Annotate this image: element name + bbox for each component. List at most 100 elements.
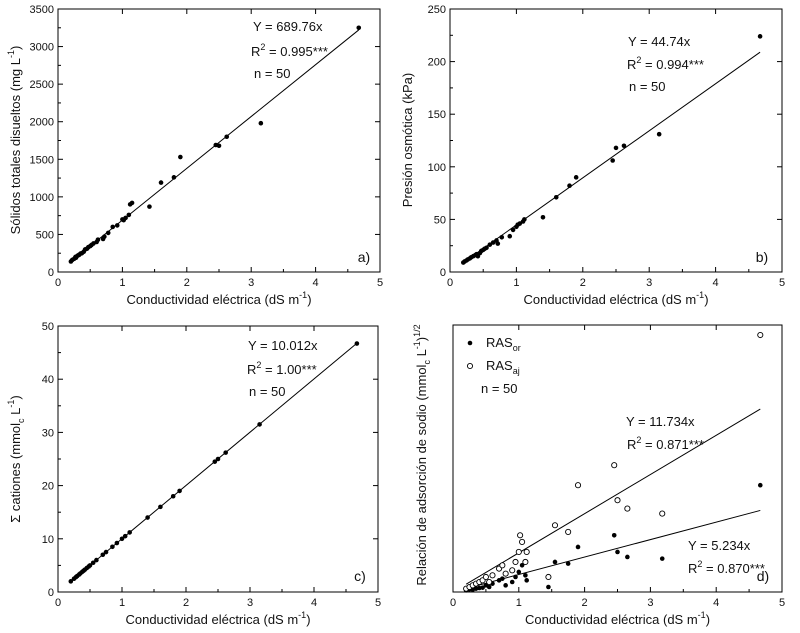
x-tick-label: 2 bbox=[183, 597, 189, 609]
r-squared: R2 = 0.870*** bbox=[688, 559, 765, 576]
data-point bbox=[757, 34, 763, 39]
x-axis-title: Conductividad eléctrica (dS m-1) bbox=[525, 610, 710, 627]
r-squared: R2 = 0.994*** bbox=[627, 55, 704, 72]
data-point-ras-aj bbox=[611, 462, 618, 469]
data-point bbox=[507, 233, 513, 239]
y-tick-label: 1500 bbox=[30, 154, 54, 166]
data-point-ras-aj bbox=[499, 562, 506, 569]
x-tick-label: 5 bbox=[377, 277, 383, 289]
x-tick-label: 0 bbox=[450, 597, 456, 609]
data-point bbox=[613, 145, 619, 151]
r-squared: R2 = 1.00*** bbox=[247, 360, 317, 377]
legend-marker-filled bbox=[467, 340, 473, 346]
data-point bbox=[178, 154, 183, 160]
data-point bbox=[123, 215, 128, 221]
data-point bbox=[484, 245, 489, 251]
data-point-ras-aj bbox=[523, 548, 530, 556]
data-point bbox=[487, 242, 493, 247]
plot-frame bbox=[449, 8, 783, 273]
data-point-ras-or bbox=[509, 579, 515, 585]
data-point bbox=[356, 25, 362, 31]
data-point-ras-or bbox=[546, 584, 551, 590]
data-point-ras-aj bbox=[517, 532, 524, 539]
fit-line bbox=[462, 51, 761, 263]
data-point bbox=[553, 195, 559, 200]
data-point bbox=[215, 456, 221, 462]
y-tick-label: 2000 bbox=[30, 117, 54, 129]
data-point bbox=[147, 204, 152, 209]
r-squared: R2 = 0.871*** bbox=[627, 435, 704, 452]
y-tick-label: 0 bbox=[440, 267, 446, 279]
regression-equation: Y = 10.012x bbox=[248, 338, 318, 353]
data-point bbox=[212, 459, 218, 464]
data-point bbox=[224, 134, 230, 140]
data-point bbox=[158, 504, 163, 510]
data-point-ras-aj bbox=[522, 558, 529, 566]
y-tick-label: 100 bbox=[428, 162, 446, 174]
data-point bbox=[499, 234, 505, 240]
y-tick-label: 40 bbox=[42, 374, 54, 386]
data-point bbox=[223, 450, 228, 455]
data-point bbox=[119, 536, 125, 542]
y-axis-title: Presión osmótica (kPa) bbox=[400, 73, 415, 207]
x-tick-label: 4 bbox=[313, 277, 319, 289]
data-point-ras-or bbox=[565, 561, 571, 566]
data-point bbox=[90, 560, 96, 566]
data-point bbox=[102, 234, 107, 239]
data-point-ras-aj bbox=[757, 331, 764, 339]
panel-a: 0 1 2 3 4 5 0 500 1000 1500 2000 2500 3000 3500 Conduc… bbox=[6, 4, 383, 307]
data-point bbox=[122, 533, 128, 539]
y-tick-label: 250 bbox=[428, 4, 446, 16]
x-tick-label: 3 bbox=[248, 277, 254, 289]
x-tick-label: 2 bbox=[184, 277, 190, 289]
data-point bbox=[110, 224, 116, 230]
data-point-ras-aj bbox=[545, 573, 552, 581]
x-axis-title: Conductividad eléctrica (dS m-1) bbox=[125, 610, 310, 627]
data-point bbox=[177, 488, 182, 494]
sample-size: n = 50 bbox=[254, 66, 291, 81]
x-tick-label: 1 bbox=[119, 597, 125, 609]
data-point-ras-aj bbox=[574, 482, 582, 489]
y-tick-label: 3000 bbox=[30, 42, 54, 54]
data-point bbox=[216, 143, 222, 149]
data-point-ras-or bbox=[757, 482, 763, 488]
x-tick-label: 4 bbox=[713, 277, 719, 289]
data-point bbox=[158, 180, 164, 185]
data-point-ras-aj bbox=[502, 570, 509, 577]
x-axis-title: Conductividad eléctrica (dS m-1) bbox=[523, 290, 708, 307]
data-point-ras-or bbox=[513, 574, 518, 580]
y-tick-label: 50 bbox=[42, 321, 54, 333]
data-point bbox=[95, 237, 101, 242]
x-tick-label: 0 bbox=[447, 277, 453, 289]
data-point-ras-aj bbox=[614, 497, 621, 504]
data-point bbox=[540, 214, 546, 220]
sample-size: n = 50 bbox=[629, 79, 666, 94]
y-tick-label: 500 bbox=[36, 229, 54, 241]
data-point-ras-or bbox=[552, 559, 558, 565]
data-point-ras-or bbox=[516, 569, 522, 575]
y-tick-label: 50 bbox=[434, 214, 446, 226]
data-point-ras-aj bbox=[565, 528, 572, 535]
legend-marker-open bbox=[466, 362, 474, 370]
x-tick-label: 4 bbox=[311, 597, 317, 609]
x-tick-label: 1 bbox=[119, 277, 125, 289]
x-tick-label: 0 bbox=[55, 597, 61, 609]
data-point-ras-aj bbox=[519, 538, 526, 545]
data-point bbox=[522, 217, 527, 222]
data-point bbox=[110, 544, 115, 550]
data-point bbox=[610, 158, 615, 163]
data-point bbox=[495, 241, 501, 246]
y-axis-title: Σ cationes (mmolc L-1) bbox=[6, 395, 26, 523]
y-tick-label: 0 bbox=[48, 587, 54, 599]
x-tick-label: 0 bbox=[55, 277, 61, 289]
legend: RASor RASaj n = 50 bbox=[466, 335, 521, 396]
y-axis-title: Sólidos totales disueltos (mg L-1) bbox=[6, 46, 23, 235]
x-tick-label: 4 bbox=[713, 597, 719, 609]
data-point-ras-aj bbox=[482, 573, 489, 581]
y-tick-label: 10 bbox=[42, 534, 54, 546]
data-point bbox=[171, 175, 177, 180]
x-tick-label: 2 bbox=[582, 597, 588, 609]
data-point bbox=[103, 549, 109, 555]
regression-equation: Y = 44.74x bbox=[628, 34, 691, 49]
fit-line-ras-aj bbox=[465, 408, 761, 585]
